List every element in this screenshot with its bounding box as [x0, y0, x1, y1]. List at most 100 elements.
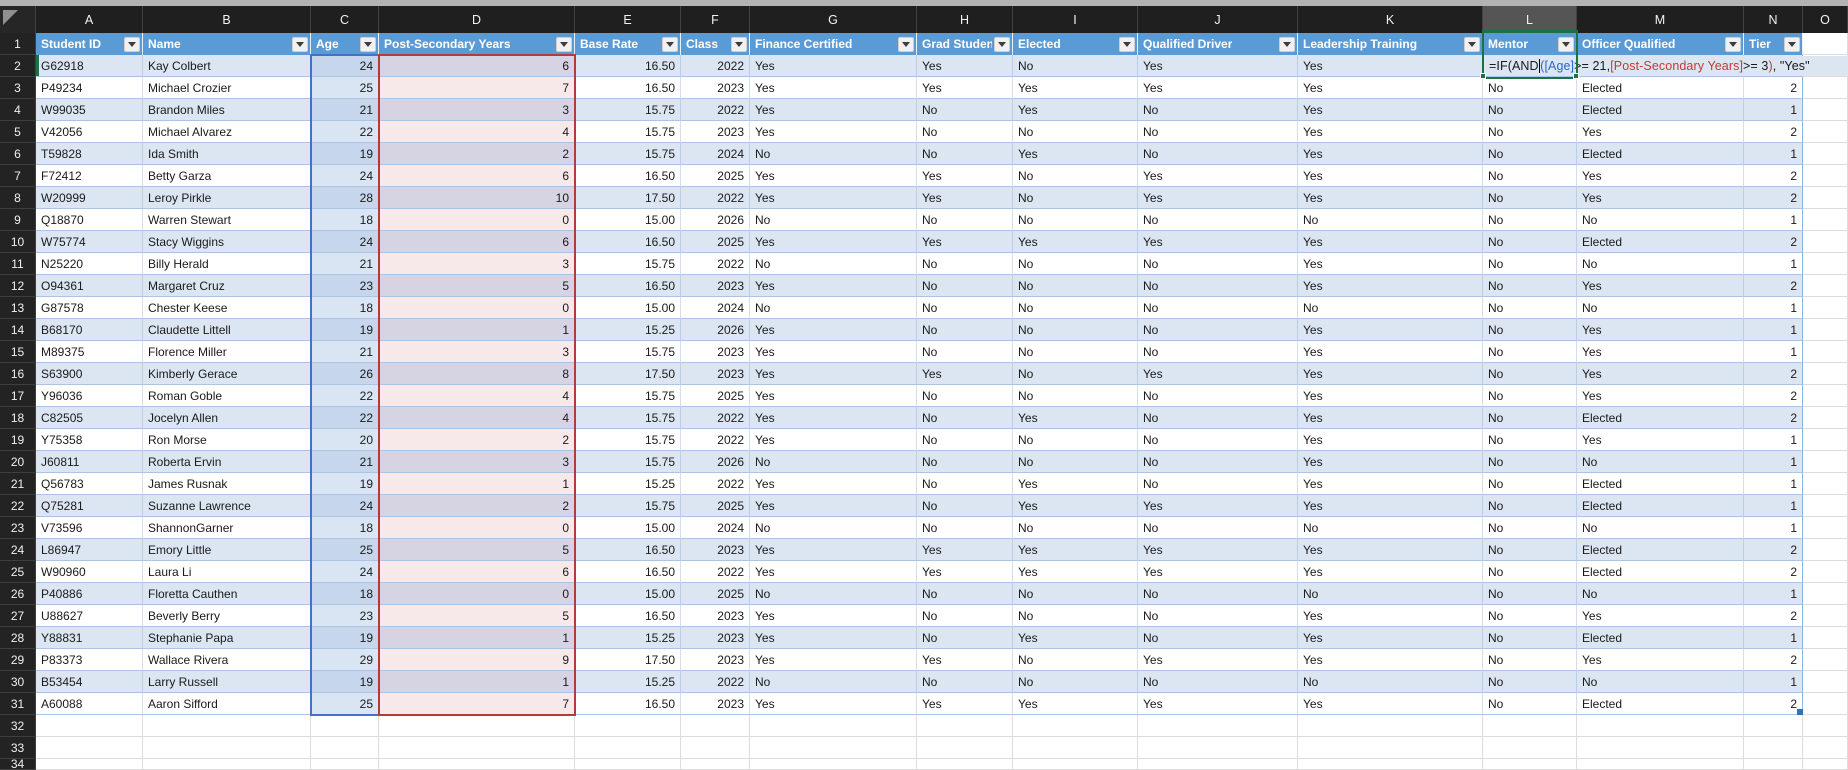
cell-M7[interactable]: Yes — [1577, 165, 1744, 187]
cell-M20[interactable]: No — [1577, 451, 1744, 473]
cell-K10[interactable]: Yes — [1298, 231, 1483, 253]
cell-O3[interactable] — [1803, 77, 1848, 99]
cell-B20[interactable]: Roberta Ervin — [143, 451, 311, 473]
cell-C27[interactable]: 23 — [311, 605, 379, 627]
cell-J16[interactable]: Yes — [1138, 363, 1298, 385]
cell-G7[interactable]: Yes — [750, 165, 917, 187]
cell-I31[interactable]: Yes — [1013, 693, 1138, 715]
cell-N8[interactable]: 2 — [1744, 187, 1803, 209]
cell-N17[interactable]: 2 — [1744, 385, 1803, 407]
cell-I21[interactable]: Yes — [1013, 473, 1138, 495]
cell-A2[interactable]: G62918 — [36, 55, 143, 77]
cell-D28[interactable]: 1 — [379, 627, 575, 649]
cell-N13[interactable]: 1 — [1744, 297, 1803, 319]
column-header-base-rate[interactable]: Base Rate — [575, 33, 681, 55]
cell-I16[interactable]: No — [1013, 363, 1138, 385]
cell-B34[interactable] — [143, 759, 311, 770]
cell-A7[interactable]: F72412 — [36, 165, 143, 187]
cell-B13[interactable]: Chester Keese — [143, 297, 311, 319]
cell-A19[interactable]: Y75358 — [36, 429, 143, 451]
cell-F23[interactable]: 2024 — [681, 517, 750, 539]
cell-C20[interactable]: 21 — [311, 451, 379, 473]
cell-G22[interactable]: Yes — [750, 495, 917, 517]
cell-F8[interactable]: 2022 — [681, 187, 750, 209]
cell-J15[interactable]: No — [1138, 341, 1298, 363]
cell-F18[interactable]: 2022 — [681, 407, 750, 429]
cell-N29[interactable]: 2 — [1744, 649, 1803, 671]
row-number-29[interactable]: 29 — [0, 649, 36, 671]
cell-O25[interactable] — [1803, 561, 1848, 583]
row-number-6[interactable]: 6 — [0, 143, 36, 165]
filter-button[interactable] — [1784, 36, 1800, 52]
cell-A5[interactable]: V42056 — [36, 121, 143, 143]
cell-B30[interactable]: Larry Russell — [143, 671, 311, 693]
cell-B26[interactable]: Floretta Cauthen — [143, 583, 311, 605]
cell-G18[interactable]: Yes — [750, 407, 917, 429]
cell-F25[interactable]: 2022 — [681, 561, 750, 583]
cell-A24[interactable]: L86947 — [36, 539, 143, 561]
cell-L18[interactable]: No — [1483, 407, 1577, 429]
cell-M14[interactable]: Yes — [1577, 319, 1744, 341]
cell-C19[interactable]: 20 — [311, 429, 379, 451]
cell-K12[interactable]: Yes — [1298, 275, 1483, 297]
cell-K13[interactable]: No — [1298, 297, 1483, 319]
row-number-20[interactable]: 20 — [0, 451, 36, 473]
cell-N26[interactable]: 1 — [1744, 583, 1803, 605]
cell-J5[interactable]: No — [1138, 121, 1298, 143]
cell-F34[interactable] — [681, 759, 750, 770]
cell-J9[interactable]: No — [1138, 209, 1298, 231]
cell-A22[interactable]: Q75281 — [36, 495, 143, 517]
cell-J12[interactable]: No — [1138, 275, 1298, 297]
cell-G4[interactable]: Yes — [750, 99, 917, 121]
cell-F2[interactable]: 2022 — [681, 55, 750, 77]
cell-G13[interactable]: No — [750, 297, 917, 319]
cell-I24[interactable]: Yes — [1013, 539, 1138, 561]
cell-F14[interactable]: 2026 — [681, 319, 750, 341]
cell-N5[interactable]: 2 — [1744, 121, 1803, 143]
cell-N28[interactable]: 1 — [1744, 627, 1803, 649]
cell-C31[interactable]: 25 — [311, 693, 379, 715]
cell-J8[interactable]: Yes — [1138, 187, 1298, 209]
column-header-qualified-driver[interactable]: Qualified Driver — [1138, 33, 1298, 55]
cell-K2[interactable]: Yes — [1298, 55, 1483, 77]
cell-O23[interactable] — [1803, 517, 1848, 539]
cell-M15[interactable]: Yes — [1577, 341, 1744, 363]
cell-J22[interactable]: Yes — [1138, 495, 1298, 517]
cell-A28[interactable]: Y88831 — [36, 627, 143, 649]
column-letter-J[interactable]: J — [1138, 6, 1298, 33]
cell-E6[interactable]: 15.75 — [575, 143, 681, 165]
cell-N6[interactable]: 1 — [1744, 143, 1803, 165]
cell-O14[interactable] — [1803, 319, 1848, 341]
cell-B33[interactable] — [143, 737, 311, 759]
cell-K5[interactable]: Yes — [1298, 121, 1483, 143]
cell-E9[interactable]: 15.00 — [575, 209, 681, 231]
filter-button[interactable] — [1119, 36, 1135, 52]
table-resize-handle[interactable] — [1797, 709, 1803, 715]
cell-F19[interactable]: 2022 — [681, 429, 750, 451]
cell-B19[interactable]: Ron Morse — [143, 429, 311, 451]
cell-N10[interactable]: 2 — [1744, 231, 1803, 253]
cell-M13[interactable]: No — [1577, 297, 1744, 319]
cell-H16[interactable]: Yes — [917, 363, 1013, 385]
cell-E13[interactable]: 15.00 — [575, 297, 681, 319]
cell-O13[interactable] — [1803, 297, 1848, 319]
cell-B28[interactable]: Stephanie Papa — [143, 627, 311, 649]
cell-G24[interactable]: Yes — [750, 539, 917, 561]
column-letter-O[interactable]: O — [1803, 6, 1848, 33]
row-number-34[interactable]: 34 — [0, 757, 36, 770]
cell-I7[interactable]: No — [1013, 165, 1138, 187]
column-header-grad-student[interactable]: Grad Student — [917, 33, 1013, 55]
cell-L9[interactable]: No — [1483, 209, 1577, 231]
cell-M11[interactable]: No — [1577, 253, 1744, 275]
row-number-28[interactable]: 28 — [0, 627, 36, 649]
cell-G10[interactable]: Yes — [750, 231, 917, 253]
cell-K25[interactable]: Yes — [1298, 561, 1483, 583]
cell-M4[interactable]: Elected — [1577, 99, 1744, 121]
row-number-5[interactable]: 5 — [0, 121, 36, 143]
cell-I25[interactable]: Yes — [1013, 561, 1138, 583]
cell-E2[interactable]: 16.50 — [575, 55, 681, 77]
cell-J34[interactable] — [1138, 759, 1298, 770]
cell-M3[interactable]: Elected — [1577, 77, 1744, 99]
cell-L32[interactable] — [1483, 715, 1577, 737]
cell-E18[interactable]: 15.75 — [575, 407, 681, 429]
